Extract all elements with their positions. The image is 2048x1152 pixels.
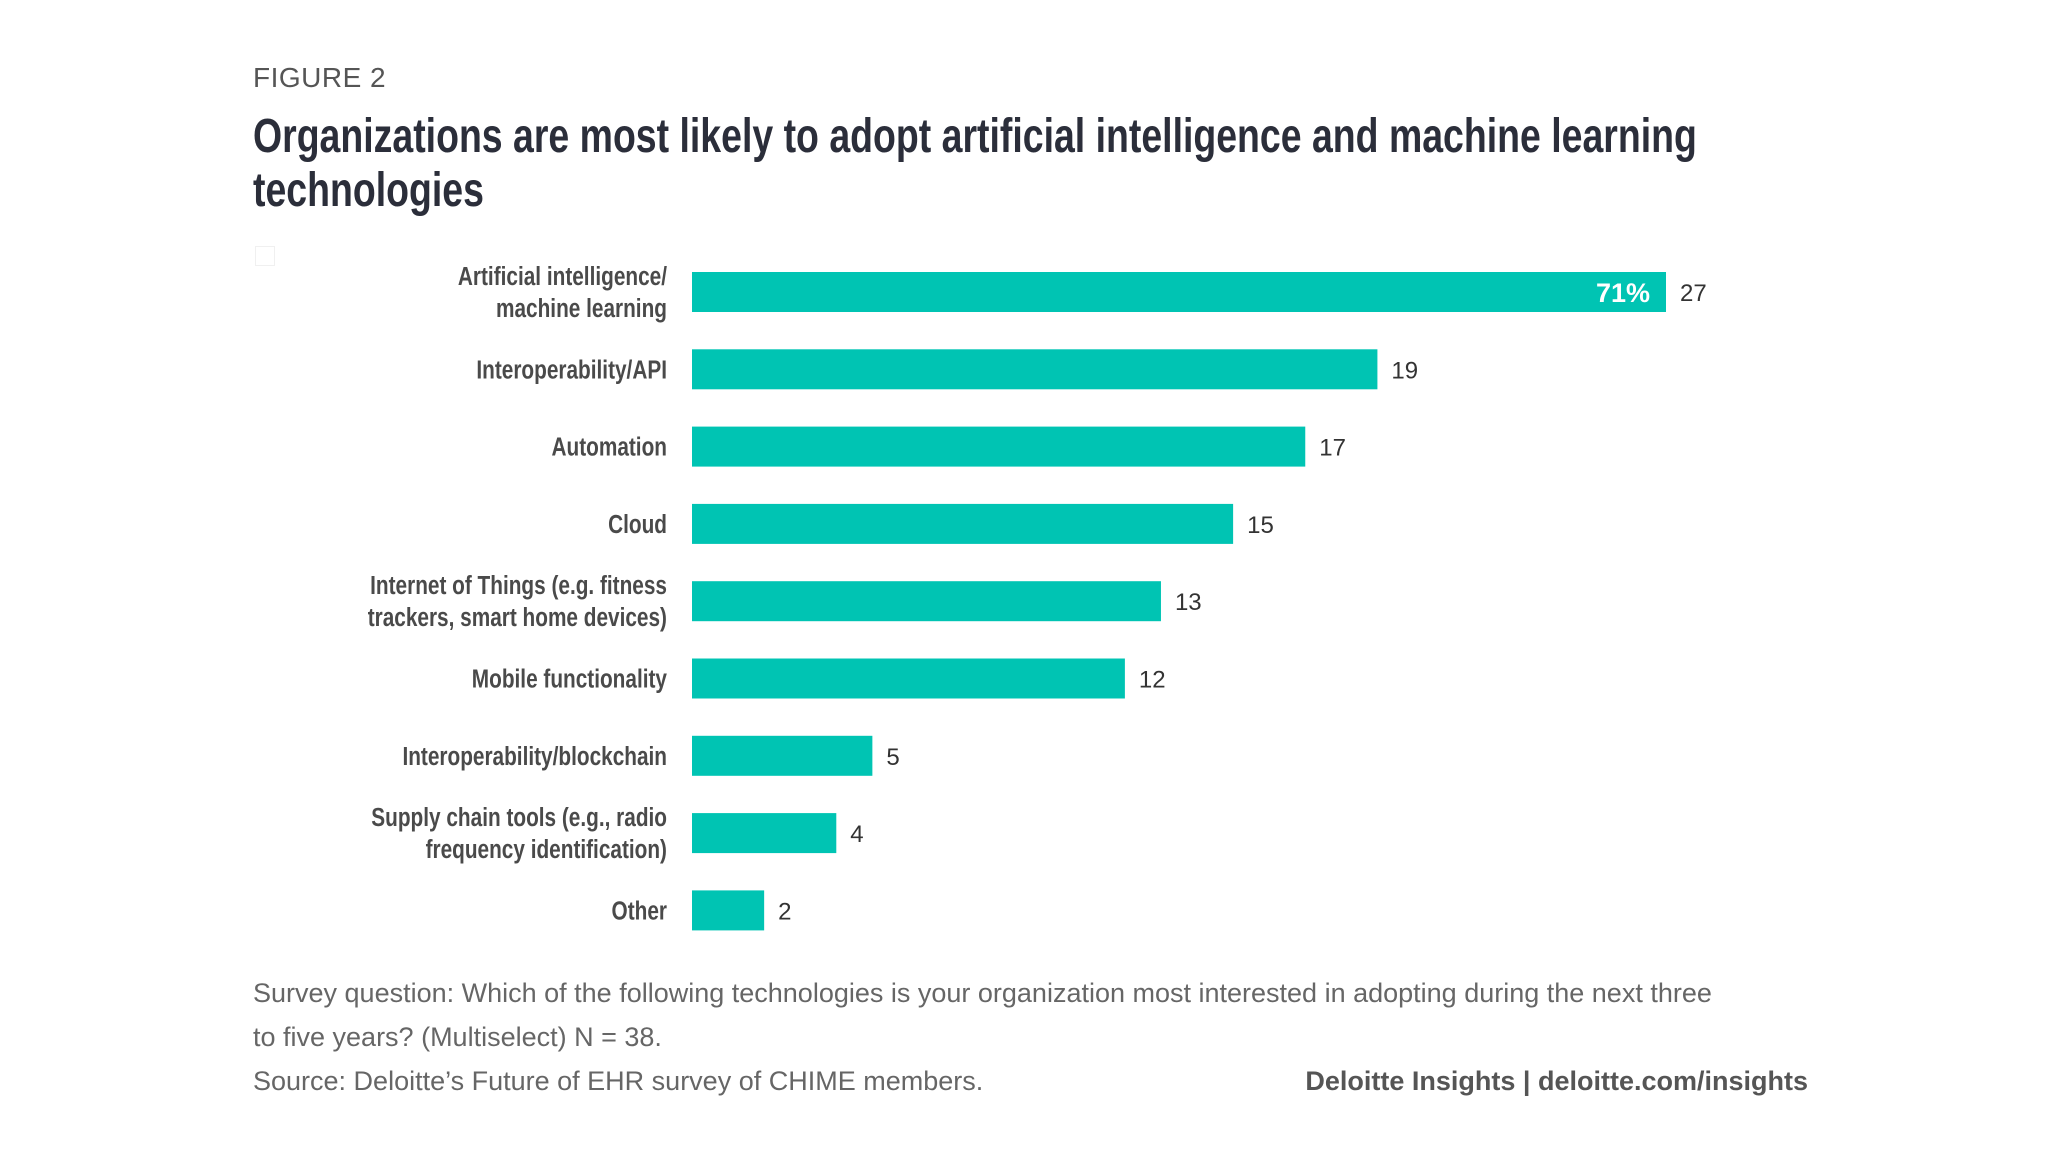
category-label: Internet of Things (e.g. fitness	[370, 571, 667, 600]
bar	[692, 349, 1378, 390]
bar	[692, 581, 1161, 622]
bar	[692, 890, 765, 931]
category-label: Interoperability/API	[476, 355, 667, 384]
value-label: 5	[886, 744, 899, 771]
title-line-2: technologies	[253, 164, 484, 217]
figure-label: FIGURE 2	[253, 62, 387, 93]
bar	[692, 813, 837, 854]
category-label: Mobile functionality	[472, 664, 667, 693]
category-label: Cloud	[608, 510, 667, 539]
survey-question-line-2: to five years? (Multiselect) N = 38.	[253, 1022, 662, 1052]
value-label: 17	[1319, 435, 1346, 462]
category-label: Interoperability/blockchain	[402, 742, 667, 771]
bar	[692, 426, 1306, 467]
category-label: frequency identification)	[426, 835, 667, 864]
brand-credit: Deloitte Insights | deloitte.com/insight…	[1305, 1066, 1808, 1096]
legend-marker	[255, 246, 275, 266]
value-label: 12	[1139, 667, 1166, 694]
value-label: 19	[1391, 357, 1418, 384]
value-label: 15	[1247, 512, 1274, 539]
category-label: machine learning	[496, 294, 667, 323]
category-label: Supply chain tools (e.g., radio	[371, 803, 667, 832]
source-note: Source: Deloitte’s Future of EHR survey …	[253, 1066, 984, 1096]
bar-annotation: 71%	[1596, 278, 1650, 308]
bar	[692, 272, 1666, 312]
survey-question-line-1: Survey question: Which of the following …	[253, 978, 1712, 1008]
chart-title: Organizations are most likely to adopt a…	[253, 110, 1735, 218]
value-label: 13	[1175, 589, 1202, 616]
category-label: Automation	[552, 432, 667, 461]
category-label: Other	[612, 896, 667, 925]
title-line-1: Organizations are most likely to adopt a…	[253, 110, 1697, 163]
value-label: 27	[1680, 280, 1707, 307]
value-label: 4	[850, 821, 863, 848]
category-label: trackers, smart home devices)	[368, 603, 667, 632]
bar	[692, 735, 873, 776]
category-label: Artificial intelligence/	[458, 262, 668, 291]
bar	[692, 658, 1125, 699]
bar	[692, 503, 1234, 544]
value-label: 2	[778, 898, 791, 925]
